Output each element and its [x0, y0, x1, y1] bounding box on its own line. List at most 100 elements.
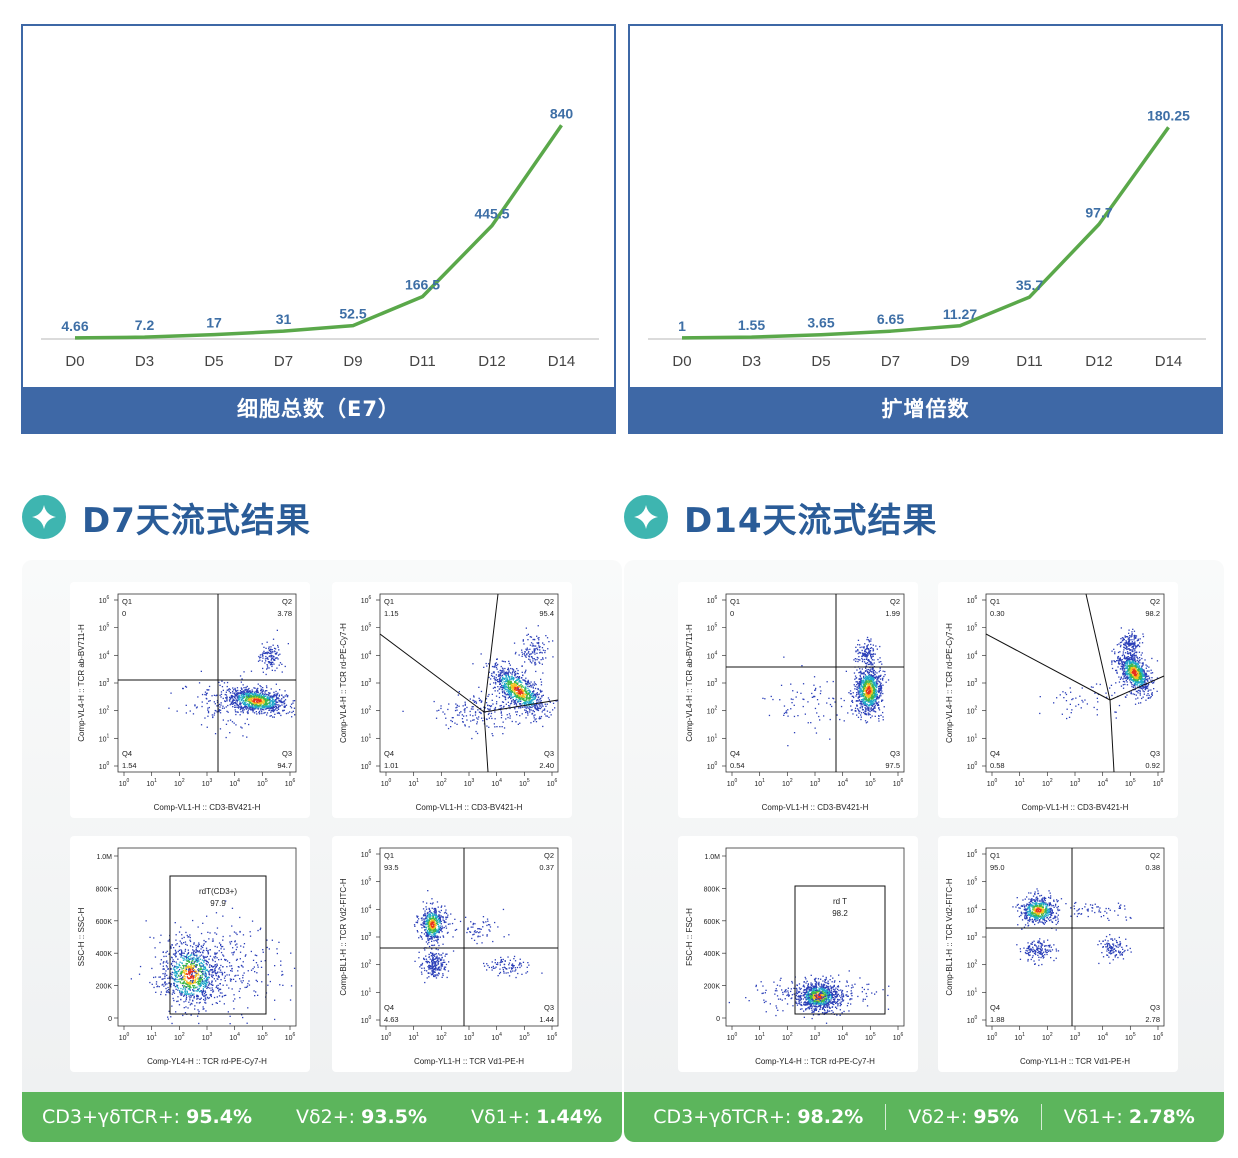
event-dot — [251, 694, 253, 697]
event-dot — [248, 704, 250, 707]
event-dot — [438, 969, 441, 971]
event-dot — [245, 706, 247, 708]
event-dot — [192, 985, 194, 987]
event-dot — [273, 693, 275, 695]
event-dot — [231, 695, 233, 697]
event-dot — [499, 964, 501, 966]
event-dot — [430, 911, 432, 914]
event-dot — [486, 665, 488, 667]
event-dot — [194, 954, 196, 957]
event-dot — [515, 694, 517, 697]
event-dot — [435, 936, 437, 938]
event-dot — [431, 937, 433, 939]
event-dot — [442, 973, 444, 975]
event-dot — [433, 914, 435, 916]
event-dot — [270, 654, 272, 656]
event-dot — [877, 698, 879, 700]
event-dot — [517, 701, 520, 703]
x-tick-label: D9 — [343, 353, 362, 370]
event-dot — [258, 702, 260, 704]
event-dot — [416, 930, 418, 932]
event-dot — [861, 680, 863, 682]
event-dot — [247, 688, 249, 691]
event-dot — [173, 982, 176, 984]
event-dot — [414, 925, 416, 927]
event-dot — [257, 698, 259, 700]
event-dot — [531, 699, 533, 701]
event-dot — [425, 906, 427, 908]
event-dot — [205, 984, 207, 986]
event-dot — [269, 664, 272, 666]
event-dot — [181, 991, 183, 993]
event-dot — [194, 976, 197, 978]
event-dot — [433, 971, 435, 973]
event-dot — [500, 961, 502, 963]
event-dot — [179, 940, 181, 942]
event-dot — [271, 703, 273, 705]
event-dot — [237, 974, 239, 976]
event-dot — [207, 689, 209, 691]
event-dot — [429, 965, 431, 967]
event-dot — [285, 694, 288, 696]
event-dot — [258, 705, 260, 707]
event-dot — [180, 978, 182, 980]
event-dot — [865, 663, 868, 665]
event-dot — [521, 677, 523, 679]
event-dot — [438, 930, 440, 932]
event-dot — [205, 694, 207, 696]
event-dot — [189, 981, 191, 983]
event-dot — [474, 711, 477, 713]
event-dot — [201, 705, 203, 708]
event-dot — [184, 990, 186, 992]
event-dot — [506, 714, 508, 716]
event-dot — [445, 925, 447, 927]
event-dot — [215, 695, 217, 697]
event-dot — [257, 994, 259, 996]
event-dot — [282, 973, 284, 976]
event-dot — [439, 911, 441, 914]
event-dot — [502, 695, 504, 697]
event-dot — [176, 967, 178, 970]
event-dot — [856, 686, 858, 688]
event-dot — [269, 707, 271, 709]
event-dot — [196, 986, 198, 988]
event-dot — [503, 963, 505, 966]
event-dot — [525, 692, 527, 694]
event-dot — [168, 953, 170, 955]
event-dot — [533, 684, 535, 686]
event-dot — [462, 721, 464, 723]
event-dot — [514, 708, 516, 710]
event-dot — [162, 983, 164, 985]
event-dot — [549, 701, 551, 703]
event-dot — [460, 711, 462, 713]
event-dot — [429, 930, 431, 932]
event-dot — [542, 642, 544, 644]
event-dot — [292, 710, 294, 712]
event-dot — [168, 982, 170, 984]
event-dot — [508, 660, 510, 662]
event-dot — [236, 692, 238, 695]
event-dot — [482, 720, 484, 722]
event-dot — [511, 963, 514, 965]
event-dot — [189, 989, 191, 991]
y-tick-label: 105 — [99, 623, 110, 633]
event-dot — [244, 706, 246, 708]
event-dot — [186, 959, 188, 961]
event-dot — [511, 968, 513, 970]
event-dot — [239, 931, 241, 933]
event-dot — [435, 929, 437, 931]
event-dot — [229, 697, 232, 699]
event-dot — [254, 703, 256, 705]
event-dot — [289, 711, 291, 713]
event-dot — [216, 952, 218, 954]
event-dot — [189, 968, 192, 970]
event-dot — [516, 705, 518, 707]
event-dot — [205, 959, 207, 962]
event-dot — [485, 921, 487, 923]
event-dot — [199, 976, 201, 978]
event-dot — [276, 706, 278, 708]
event-dot — [197, 1009, 199, 1011]
q1-label: Q1 — [384, 597, 394, 606]
event-dot — [439, 919, 442, 921]
